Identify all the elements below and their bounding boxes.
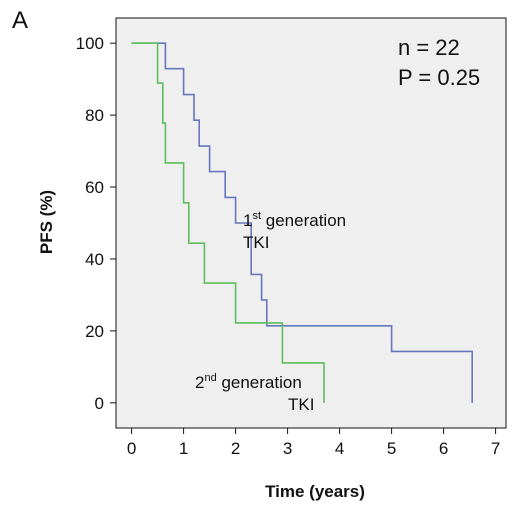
- y-tick-label: 60: [85, 178, 104, 197]
- p-annotation: P = 0.25: [398, 65, 480, 90]
- panel-label: A: [12, 7, 28, 34]
- x-tick-label: 0: [127, 439, 136, 458]
- x-axis-title: Time (years): [265, 482, 365, 501]
- y-tick-label: 20: [85, 322, 104, 341]
- x-tick-label: 6: [439, 439, 448, 458]
- y-tick-label: 0: [95, 394, 104, 413]
- first-generation-label: 1st generation: [243, 210, 346, 230]
- y-tick-label: 100: [76, 34, 104, 53]
- second-generation-label: 2nd generation: [195, 372, 302, 392]
- second-generation-label-line2: TKI: [288, 395, 314, 414]
- series-line-first-generation: [131, 42, 473, 403]
- plot-area: [115, 17, 507, 429]
- x-tick-label: 3: [283, 439, 292, 458]
- y-axis: 0 20 40 60 80 100: [76, 34, 116, 413]
- y-tick-label: 40: [85, 250, 104, 269]
- x-tick-label: 1: [179, 439, 188, 458]
- first-generation-label-line2: TKI: [243, 233, 269, 252]
- y-axis-title: PFS (%): [37, 190, 56, 254]
- x-axis: 0 1 2 3 4 5 6 7: [127, 428, 500, 458]
- x-tick-label: 7: [491, 439, 500, 458]
- y-tick-label: 80: [85, 106, 104, 125]
- x-tick-label: 4: [335, 439, 344, 458]
- survival-curves: [131, 42, 473, 403]
- series-line-second-generation: [131, 42, 325, 403]
- x-tick-label: 2: [231, 439, 240, 458]
- x-tick-label: 5: [387, 439, 396, 458]
- n-annotation: n = 22: [398, 35, 460, 60]
